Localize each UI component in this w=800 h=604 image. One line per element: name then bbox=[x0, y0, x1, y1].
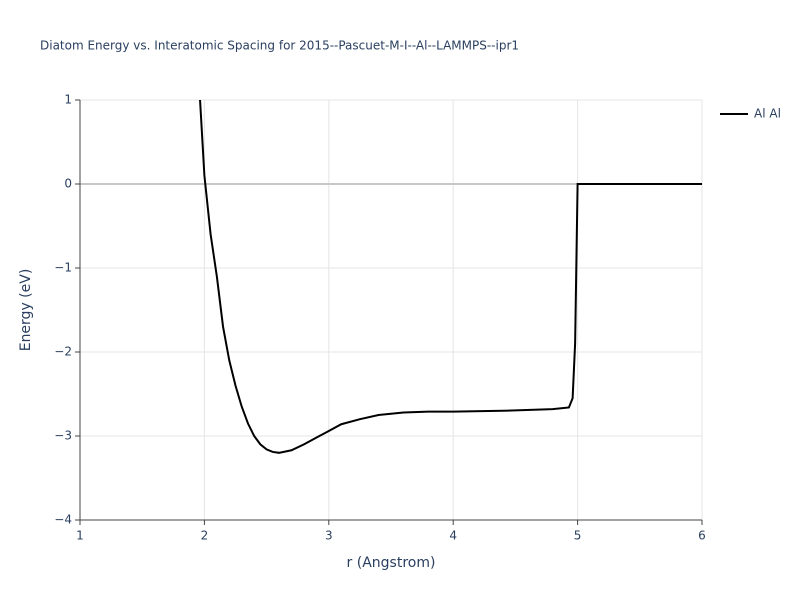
x-tick-label: 6 bbox=[698, 529, 706, 543]
y-tick-label: −2 bbox=[54, 345, 72, 359]
y-tick-label: 0 bbox=[64, 177, 72, 191]
x-tick-label: 5 bbox=[574, 529, 582, 543]
y-tick-label: −3 bbox=[54, 429, 72, 443]
line-series bbox=[199, 100, 702, 454]
x-tick-label: 3 bbox=[325, 529, 333, 543]
chart-title: Diatom Energy vs. Interatomic Spacing fo… bbox=[40, 39, 519, 53]
y-axis-title: Energy (eV) bbox=[18, 269, 34, 352]
y-tick-label: −1 bbox=[54, 261, 72, 275]
legend-label: Al Al bbox=[754, 107, 781, 121]
y-tick-label: 1 bbox=[64, 93, 72, 107]
x-tick-label: 2 bbox=[201, 529, 209, 543]
y-tick-label: −4 bbox=[54, 513, 72, 527]
x-tick-label: 4 bbox=[449, 529, 457, 543]
x-axis-title: r (Angstrom) bbox=[347, 555, 436, 571]
x-tick-label: 1 bbox=[76, 529, 84, 543]
